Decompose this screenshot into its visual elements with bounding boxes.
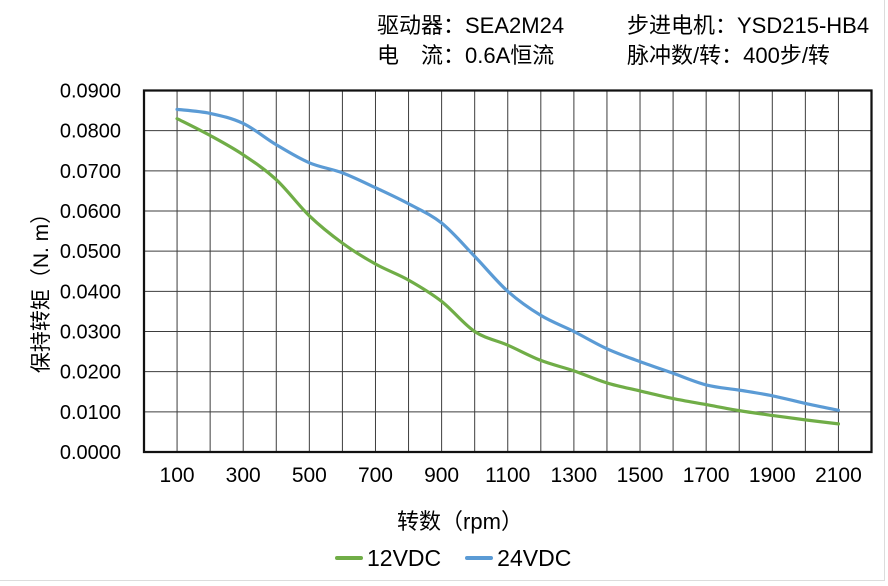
legend-line-24vdc (465, 556, 494, 560)
x-tick-label: 1900 (749, 464, 796, 487)
y-tick-label: 0.0800 (60, 121, 121, 143)
y-tick-label: 0.0600 (60, 201, 121, 223)
y-tick-label: 0.0100 (60, 402, 121, 424)
x-axis-title: 转数（rpm） (397, 509, 523, 534)
x-tick-label: 1500 (617, 464, 664, 487)
pulses-label: 脉冲数/转：400步/转 (627, 43, 830, 68)
x-tick-label: 500 (292, 464, 327, 487)
y-tick-label: 0.0400 (60, 281, 121, 303)
header-motor-block: 步进电机：YSD215-HB4 脉冲数/转：400步/转 (627, 11, 869, 71)
y-tick-label: 0.0200 (60, 362, 121, 384)
series-12VDC (175, 117, 841, 426)
current-label: 电 流：0.6A恒流 (377, 43, 555, 68)
legend: 12VDC 24VDC (335, 545, 571, 571)
y-tick-label: 0.0300 (60, 322, 121, 344)
x-tick-label: 2100 (815, 464, 862, 487)
legend-label-12vdc: 12VDC (367, 544, 442, 571)
x-tick-label: 1100 (485, 464, 530, 487)
legend-label-24vdc: 24VDC (497, 544, 572, 571)
x-tick-label: 300 (226, 464, 261, 487)
window-edge-right (884, 0, 885, 581)
x-tick-label: 900 (424, 464, 459, 487)
y-tick-label: 0.0500 (60, 241, 121, 263)
driver-label: 驱动器：SEA2M24 (377, 13, 565, 38)
x-tick-label: 100 (160, 464, 195, 487)
x-tick-label: 1700 (683, 464, 730, 487)
x-tick-label: 700 (358, 464, 393, 487)
plot-area: 100 300 500 700 900 1100 1300 1500 1700 1900 2100 0… (60, 81, 873, 487)
header-driver-block: 驱动器：SEA2M24 电 流：0.6A恒流 (377, 11, 564, 71)
x-tick-label: 1300 (551, 464, 598, 487)
motor-label: 步进电机：YSD215-HB4 (627, 13, 870, 38)
series-24VDC (175, 107, 841, 412)
window-edge-bottom (0, 580, 885, 581)
y-tick-label: 0.0900 (60, 81, 121, 103)
y-tick-label: 0.0700 (60, 161, 121, 183)
legend-line-12vdc (335, 556, 363, 560)
y-tick-label: 0.0000 (60, 442, 121, 464)
